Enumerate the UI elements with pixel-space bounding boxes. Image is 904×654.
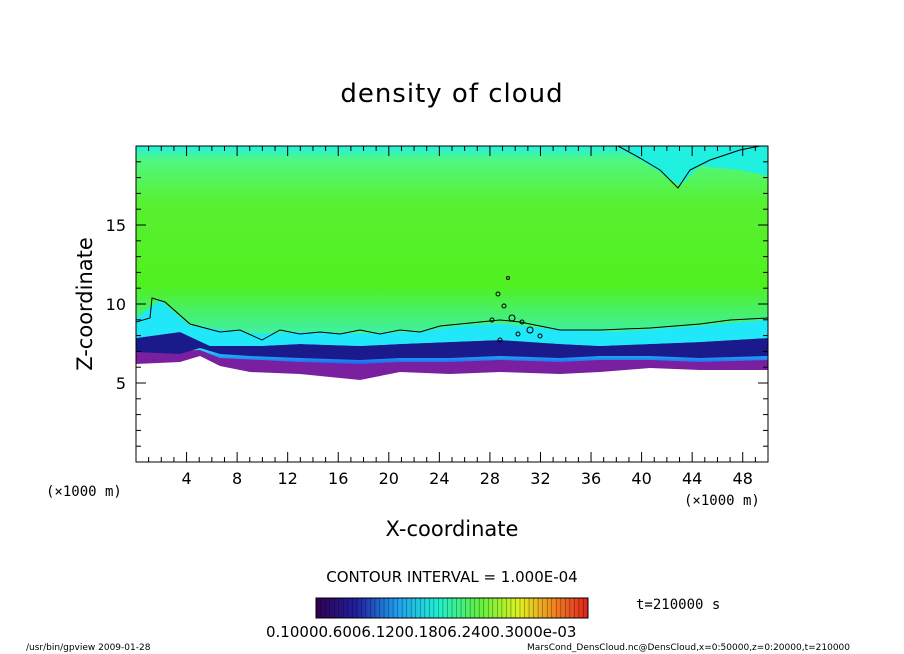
contour-interval-text: CONTOUR INTERVAL = 1.000E-04: [326, 568, 577, 586]
x-tick-label: 12: [278, 469, 298, 488]
y-axis-ticks: 5 10 15: [106, 145, 768, 463]
chart-title: density of cloud: [340, 79, 563, 109]
x-axis-title: X-coordinate: [386, 517, 519, 541]
x-tick-label: 20: [379, 469, 399, 488]
footer-right: MarsCond_DensCloud.nc@DensCloud,x=0:5000…: [527, 643, 850, 653]
x-tick-label: 40: [631, 469, 651, 488]
colorbar-labels: 0.10000.6006.1200.1806.2400.3000e-03: [266, 623, 576, 641]
x-tick-label: 28: [480, 469, 500, 488]
y-tick-label: 5: [116, 374, 126, 393]
x-tick-label: 32: [530, 469, 550, 488]
x-tick-label: 44: [682, 469, 702, 488]
x-tick-label: 48: [733, 469, 753, 488]
time-label: t=210000 s: [636, 597, 720, 613]
colorbar-stripes: [320, 598, 584, 618]
x-tick-label: 8: [232, 469, 242, 488]
y-tick-label: 15: [106, 216, 126, 235]
x-tick-label: 24: [429, 469, 449, 488]
x-tick-label: 4: [181, 469, 191, 488]
x-unit-right: (×1000 m): [684, 493, 760, 509]
footer-left: /usr/bin/gpview 2009-01-28: [26, 643, 151, 653]
y-axis-title: Z-coordinate: [73, 237, 97, 371]
heatmap-field: [136, 146, 768, 462]
x-tick-label: 36: [581, 469, 601, 488]
x-tick-label: 16: [328, 469, 348, 488]
x-unit-left: (×1000 m): [46, 484, 122, 500]
x-axis-ticks: 4 8 12 16 20 24 28 32 36 40 44 48: [135, 146, 769, 488]
y-tick-label: 10: [106, 295, 126, 314]
